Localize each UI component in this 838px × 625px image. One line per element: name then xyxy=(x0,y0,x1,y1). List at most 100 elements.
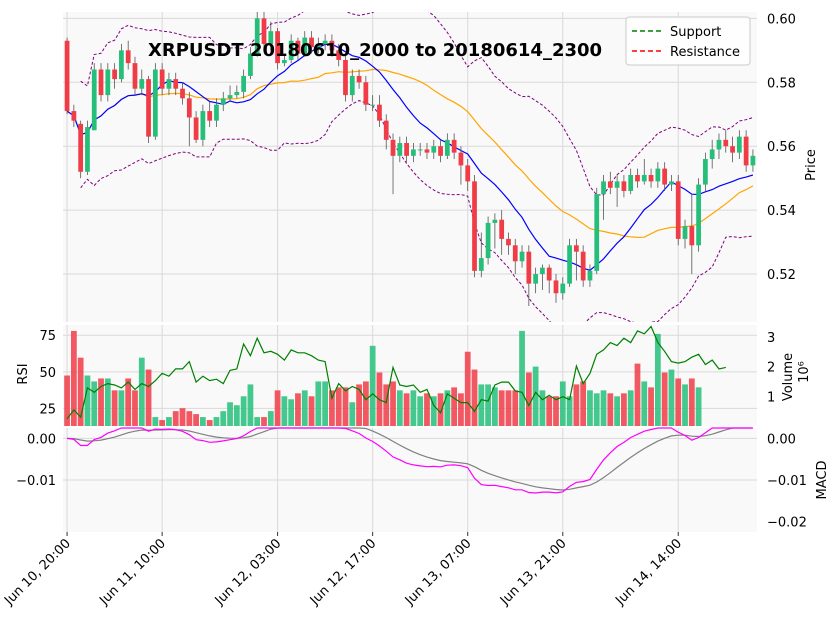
candle-body xyxy=(275,31,280,64)
candle-body xyxy=(411,149,416,156)
volume-bar xyxy=(600,390,607,426)
candle-body xyxy=(254,18,260,54)
candle-body xyxy=(64,40,70,112)
macd-axis-label: MACD xyxy=(815,461,830,500)
volume-bar xyxy=(186,411,193,426)
volume-bar xyxy=(485,384,491,426)
candle-body xyxy=(193,117,199,140)
candle-body xyxy=(125,50,131,64)
macd-signal-line xyxy=(67,427,753,491)
volume-bar xyxy=(145,369,152,426)
candle-body xyxy=(234,91,240,96)
volume-bar xyxy=(206,420,213,426)
price-tick-label: 0.52 xyxy=(767,268,796,283)
volume-bar xyxy=(274,390,281,426)
volume-bar xyxy=(342,387,349,426)
volume-bar xyxy=(491,387,498,426)
candle-body xyxy=(227,95,233,99)
chart-title: XRPUSDT 20180610_2000 to 20180614_2300 xyxy=(148,40,602,61)
volume-bar xyxy=(125,378,132,426)
volume-bar xyxy=(322,381,329,426)
candle-body xyxy=(594,194,600,271)
volume-bar xyxy=(654,333,661,426)
volume-bar xyxy=(132,390,138,426)
volume-bar xyxy=(111,390,118,426)
candle-body xyxy=(703,159,708,185)
volume-bar xyxy=(84,375,91,426)
x-tick-label: Jun 12, 17:00 xyxy=(307,536,380,609)
volume-bar xyxy=(240,396,247,426)
price-tick-label: 0.56 xyxy=(767,140,796,155)
candle-body xyxy=(424,149,430,153)
volume-bar xyxy=(172,411,179,426)
volume-bar xyxy=(403,393,410,426)
candle-body xyxy=(302,37,308,54)
volume-bar xyxy=(430,396,437,426)
volume-bar xyxy=(607,393,614,426)
candle-body xyxy=(166,79,172,89)
volume-bar xyxy=(166,417,172,426)
candle-body xyxy=(132,63,138,89)
volume-bar xyxy=(519,330,525,426)
volume-bar xyxy=(247,384,254,426)
volume-bar xyxy=(695,387,702,426)
price-tick-label: 0.60 xyxy=(767,12,796,27)
candle-body xyxy=(288,40,294,60)
macd-right-tick-label: −0.02 xyxy=(767,516,807,531)
candle-body xyxy=(635,174,640,182)
candle-body xyxy=(723,139,729,147)
volume-multiplier-label: 10⁶ xyxy=(797,361,812,383)
volume-bar xyxy=(98,378,104,426)
volume-bar xyxy=(138,357,145,426)
candle-body xyxy=(540,267,545,275)
volume-bar xyxy=(478,384,485,426)
candle-body xyxy=(682,226,688,239)
candle-body xyxy=(329,40,335,51)
candle-body xyxy=(377,104,382,121)
rsi-axis-label: RSI xyxy=(16,363,31,384)
volume-bar xyxy=(424,393,430,426)
volume-bar xyxy=(70,330,77,426)
macd-right-tick-label: −0.01 xyxy=(767,474,807,489)
candle-body xyxy=(356,75,362,83)
candle-body xyxy=(315,43,321,48)
volume-bar xyxy=(532,366,539,426)
candle-body xyxy=(261,18,267,44)
x-tick-label: Jun 12, 03:00 xyxy=(212,536,285,609)
candle-body xyxy=(98,69,104,96)
volume-tick-label: 1 xyxy=(767,390,775,405)
candle-body xyxy=(363,82,369,105)
rsi-tick-label: 75 xyxy=(39,329,56,344)
candle-body xyxy=(119,50,124,80)
volume-bar xyxy=(301,390,308,426)
candle-body xyxy=(736,136,742,153)
volume-bar xyxy=(621,393,627,426)
candle-body xyxy=(492,219,498,223)
candle-body xyxy=(451,139,457,153)
candle-body xyxy=(173,79,179,89)
candle-body xyxy=(662,168,668,185)
candle-body xyxy=(139,79,145,89)
volume-bar xyxy=(688,378,695,426)
candle-body xyxy=(580,251,586,281)
legend-resistance-label: Resistance xyxy=(670,45,740,60)
volume-bar xyxy=(254,417,261,426)
volume-bar xyxy=(396,390,403,426)
candle-body xyxy=(628,174,634,191)
volume-bar xyxy=(559,381,566,426)
candle-body xyxy=(431,146,437,153)
candle-body xyxy=(295,40,301,54)
candle-body xyxy=(207,111,213,121)
lower-band-line xyxy=(80,100,753,322)
volume-bar xyxy=(179,408,186,426)
candle-body xyxy=(655,168,661,182)
volume-bar xyxy=(410,390,417,426)
volume-tick-label: 3 xyxy=(767,331,775,346)
candle-body xyxy=(214,104,219,121)
candle-body xyxy=(444,139,450,156)
price-axis-label: Price xyxy=(804,149,819,181)
candle-body xyxy=(669,181,674,185)
candle-body xyxy=(485,222,491,259)
rsi-line xyxy=(66,325,726,420)
volume-bar xyxy=(213,417,220,426)
